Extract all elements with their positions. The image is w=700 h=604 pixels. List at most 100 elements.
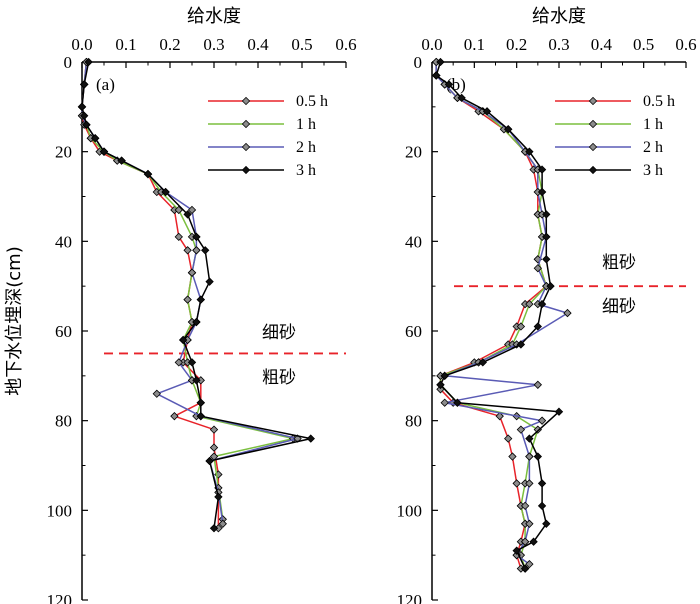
data-point: [504, 434, 513, 443]
y-tick-label: 20: [405, 143, 422, 162]
data-point: [306, 434, 315, 443]
series-2h: [77, 57, 302, 528]
data-point: [183, 295, 192, 304]
series-line: [435, 62, 548, 569]
legend-label: 2 h: [296, 139, 316, 156]
data-point: [143, 169, 153, 179]
legend-label: 0.5 h: [296, 93, 328, 110]
legend-swatch-marker: [588, 165, 598, 175]
data-point: [444, 80, 454, 89]
data-point: [201, 246, 210, 255]
data-point: [183, 210, 192, 219]
data-point: [436, 380, 445, 389]
x-tick-label: 0.3: [203, 35, 224, 54]
data-point: [457, 93, 466, 103]
data-point: [196, 398, 205, 407]
data-point: [453, 398, 462, 407]
data-point: [432, 71, 441, 80]
data-point: [525, 452, 534, 461]
data-point: [533, 380, 542, 389]
legend-swatch-marker: [588, 142, 598, 152]
data-point: [152, 389, 161, 398]
data-point: [542, 210, 551, 219]
series-line: [81, 61, 299, 524]
data-point: [512, 551, 521, 560]
legend-swatch-marker: [588, 96, 598, 106]
x-tick-label: 0.1: [464, 35, 485, 54]
data-point: [117, 156, 126, 165]
layer-label-above: 细砂: [262, 323, 296, 343]
y-tick-label: 40: [55, 232, 72, 251]
series-1h: [77, 57, 298, 524]
data-point: [77, 102, 87, 111]
x-tick-label: 0.2: [159, 35, 180, 54]
data-point: [440, 371, 449, 380]
data-point: [525, 559, 534, 569]
data-point: [161, 187, 170, 197]
x-tick-label: 0.0: [71, 35, 92, 54]
data-point: [179, 335, 188, 345]
legend-label: 1 h: [296, 116, 316, 133]
legend-swatch-marker: [241, 119, 251, 129]
legend-swatch-marker: [241, 165, 251, 175]
series-2h: [432, 57, 572, 569]
data-point: [187, 358, 197, 367]
data-point: [80, 80, 89, 89]
chart-panel-b: 0.0 0.1 0.2 0.3 0.4 0.5 0.6 0 20 40 60 80 100 120 给水度 (…: [397, 6, 697, 604]
x-axis-title: 给水度: [532, 6, 586, 27]
y-tick-label: 60: [405, 322, 422, 341]
data-point: [80, 111, 89, 120]
series-0_5h: [432, 57, 551, 573]
data-point: [508, 452, 517, 461]
x-tick-label: 0.6: [675, 35, 696, 54]
data-point: [214, 492, 223, 502]
legend-label: 2 h: [643, 139, 663, 156]
data-point: [209, 443, 219, 452]
data-point: [529, 537, 538, 546]
data-point: [436, 57, 445, 67]
x-tick-label: 0.5: [633, 35, 654, 54]
data-point: [187, 205, 197, 215]
y-axis-title: 地下水位埋深(cm): [4, 246, 25, 395]
data-point: [525, 479, 534, 488]
x-tick-label: 0.6: [335, 35, 356, 54]
data-point: [482, 107, 492, 116]
data-point: [542, 255, 551, 264]
series-1h: [432, 57, 551, 573]
data-point: [209, 425, 219, 434]
data-point: [525, 299, 534, 309]
legend-swatch-marker: [241, 142, 251, 152]
legend: 0.5 h 1 h 2 h 3 h: [555, 93, 675, 179]
layer-label-below: 细砂: [602, 297, 636, 317]
data-point: [520, 537, 530, 546]
data-point: [554, 407, 564, 416]
data-point: [516, 340, 526, 349]
data-point: [478, 358, 487, 367]
data-point: [91, 134, 100, 143]
data-point: [537, 165, 547, 174]
data-point: [537, 299, 547, 309]
data-point: [196, 295, 205, 304]
data-point: [209, 524, 219, 533]
legend-label: 3 h: [296, 162, 316, 179]
x-tick-label: 0.2: [506, 35, 527, 54]
data-point: [533, 452, 542, 461]
series-line: [81, 61, 220, 529]
x-tick-label: 0.4: [591, 35, 613, 54]
data-point: [533, 322, 542, 331]
panel-label: (a): [96, 75, 115, 94]
data-point: [512, 546, 521, 555]
data-point: [525, 434, 534, 443]
legend-swatch-marker: [241, 96, 251, 106]
y-tick-label: 80: [405, 412, 422, 431]
data-point: [218, 519, 227, 528]
data-point: [174, 232, 183, 242]
legend-label: 0.5 h: [643, 93, 675, 110]
data-point: [533, 264, 542, 273]
layer-label-below: 粗砂: [262, 368, 296, 388]
y-tick-label: 100: [47, 501, 73, 520]
data-point: [537, 501, 547, 511]
data-point: [192, 376, 201, 385]
data-point: [205, 277, 214, 286]
x-tick-label: 0.5: [291, 35, 312, 54]
